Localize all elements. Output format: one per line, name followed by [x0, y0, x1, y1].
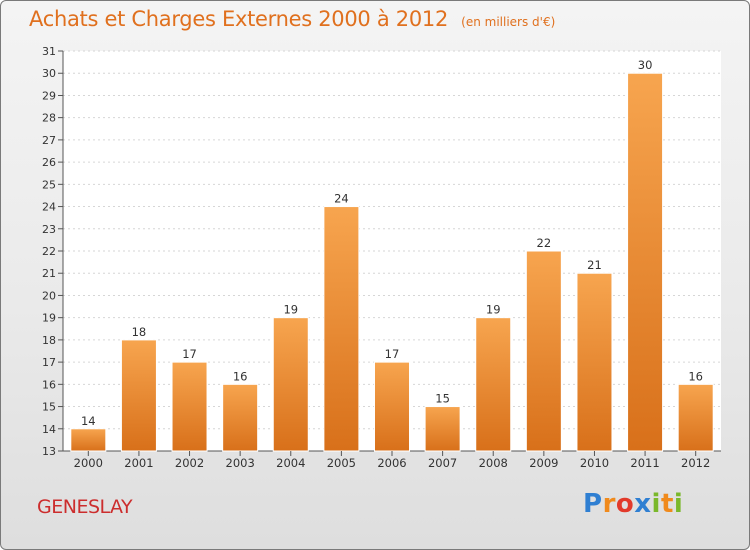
x-tick-label: 2006 [377, 456, 406, 470]
bar-value-label: 21 [587, 258, 602, 272]
logo-letter: i [651, 489, 661, 519]
logo-letter: P [583, 489, 603, 519]
y-tick-label: 28 [42, 112, 56, 125]
x-tick-label: 2010 [580, 456, 609, 470]
x-tick-label: 2003 [226, 456, 255, 470]
bar-value-label: 14 [81, 414, 96, 428]
y-tick-label: 23 [42, 223, 56, 236]
x-tick-label: 2004 [276, 456, 305, 470]
x-tick-label: 2001 [124, 456, 153, 470]
y-tick-label: 13 [42, 445, 56, 458]
y-tick-label: 21 [42, 267, 56, 280]
bar [374, 361, 410, 452]
x-tick-label: 2005 [327, 456, 356, 470]
bar [475, 317, 512, 452]
bar-value-label: 22 [537, 236, 552, 250]
y-tick-label: 27 [42, 134, 56, 147]
logo-letter: o [615, 489, 635, 519]
logo-letter: t [660, 489, 674, 519]
bar [171, 361, 208, 452]
x-tick-label: 2002 [175, 456, 204, 470]
y-tick-label: 16 [42, 378, 56, 391]
y-tick-label: 24 [42, 201, 56, 214]
bar-value-label: 17 [182, 347, 197, 361]
proxiti-logo: Proxiti [583, 489, 683, 519]
bar [222, 383, 259, 452]
logo-letter: i [673, 489, 684, 519]
bar-value-label: 19 [283, 303, 298, 317]
bar-value-label: 16 [233, 369, 248, 383]
y-tick-label: 26 [42, 156, 56, 169]
bar [627, 72, 664, 452]
bar-value-label: 19 [486, 303, 501, 317]
x-tick-label: 2012 [681, 456, 710, 470]
bar-value-label: 17 [385, 347, 400, 361]
y-tick-label: 22 [42, 245, 56, 258]
bar-value-label: 24 [334, 192, 349, 206]
y-tick-label: 20 [42, 289, 56, 302]
x-tick-label: 2011 [630, 456, 659, 470]
bar [70, 428, 107, 452]
x-tick-label: 2009 [529, 456, 558, 470]
bar [677, 383, 714, 452]
bar [272, 317, 309, 452]
chart-title: Achats et Charges Externes 2000 à 2012 (… [29, 7, 555, 31]
bar-value-label: 30 [638, 58, 653, 72]
y-tick-label: 31 [42, 45, 56, 58]
y-tick-label: 30 [42, 67, 56, 80]
bar [576, 272, 613, 452]
x-tick-label: 2008 [479, 456, 508, 470]
y-tick-label: 17 [42, 356, 56, 369]
logo-letter: x [634, 489, 652, 519]
y-tick-label: 15 [42, 401, 56, 414]
logo-letter: r [602, 489, 616, 519]
y-tick-label: 19 [42, 312, 56, 325]
bar [120, 339, 157, 452]
bar [424, 406, 461, 452]
chart-title-main: Achats et Charges Externes 2000 à 2012 [29, 7, 449, 31]
chart-title-unit: (en milliers d'€) [461, 15, 556, 29]
place-name: GENESLAY [37, 496, 133, 518]
y-tick-label: 25 [42, 178, 56, 191]
bar-value-label: 15 [435, 392, 450, 406]
bar-value-label: 18 [132, 325, 147, 339]
y-tick-label: 29 [42, 89, 56, 102]
y-tick-label: 18 [42, 334, 56, 347]
x-tick-label: 2007 [428, 456, 457, 470]
x-tick-label: 2000 [74, 456, 103, 470]
y-tick-label: 14 [42, 423, 56, 436]
bar-value-label: 16 [688, 369, 703, 383]
bar [323, 206, 360, 452]
bar [525, 250, 562, 452]
